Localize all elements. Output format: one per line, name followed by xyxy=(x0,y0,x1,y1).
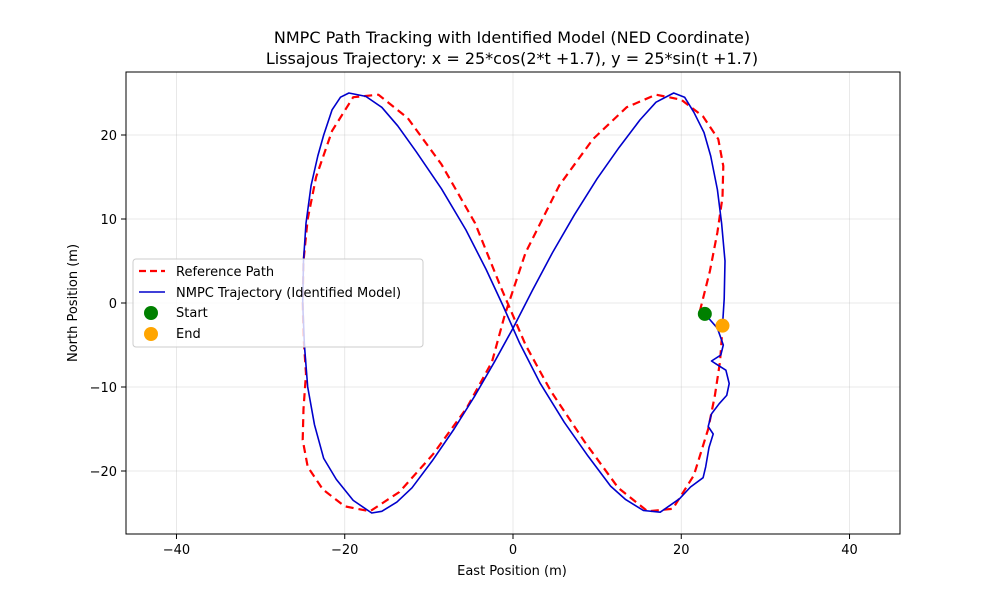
legend-trajectory-label: NMPC Trajectory (Identified Model) xyxy=(176,286,401,301)
legend-box xyxy=(132,258,424,348)
reference-path-line xyxy=(301,93,725,513)
legend-start-marker xyxy=(144,306,158,320)
legend-end-label: End xyxy=(176,327,201,342)
x-tick-label: 40 xyxy=(841,543,858,558)
y-tick-label: −20 xyxy=(90,465,117,480)
x-tick-label: −20 xyxy=(331,543,358,558)
chart-title: NMPC Path Tracking with Identified Model… xyxy=(274,28,750,47)
legend-reference-label: Reference Path xyxy=(176,265,274,280)
y-tick-label: 10 xyxy=(100,213,117,228)
x-tick-label: 0 xyxy=(509,543,517,558)
y-tick-label: 0 xyxy=(109,297,117,312)
x-tick-label: −40 xyxy=(163,543,190,558)
y-tick-label: −10 xyxy=(90,381,117,396)
legend-end-marker xyxy=(144,327,158,341)
end-marker xyxy=(715,318,730,333)
legend: Reference Path NMPC Trajectory (Identifi… xyxy=(132,258,424,348)
start-marker xyxy=(697,306,712,321)
y-tick-label: 20 xyxy=(100,129,117,144)
grid xyxy=(126,72,900,534)
legend-start-label: Start xyxy=(176,306,208,321)
nmpc-trajectory-line xyxy=(301,92,730,514)
series-layer xyxy=(301,92,730,514)
ticks: −40 −20 0 20 40 −20 −10 0 10 20 xyxy=(90,129,858,558)
chart-subtitle: Lissajous Trajectory: x = 25*cos(2*t +1.… xyxy=(266,49,758,68)
y-axis-label: North Position (m) xyxy=(66,244,81,362)
x-tick-label: 20 xyxy=(673,543,690,558)
x-axis-label: East Position (m) xyxy=(457,564,567,579)
